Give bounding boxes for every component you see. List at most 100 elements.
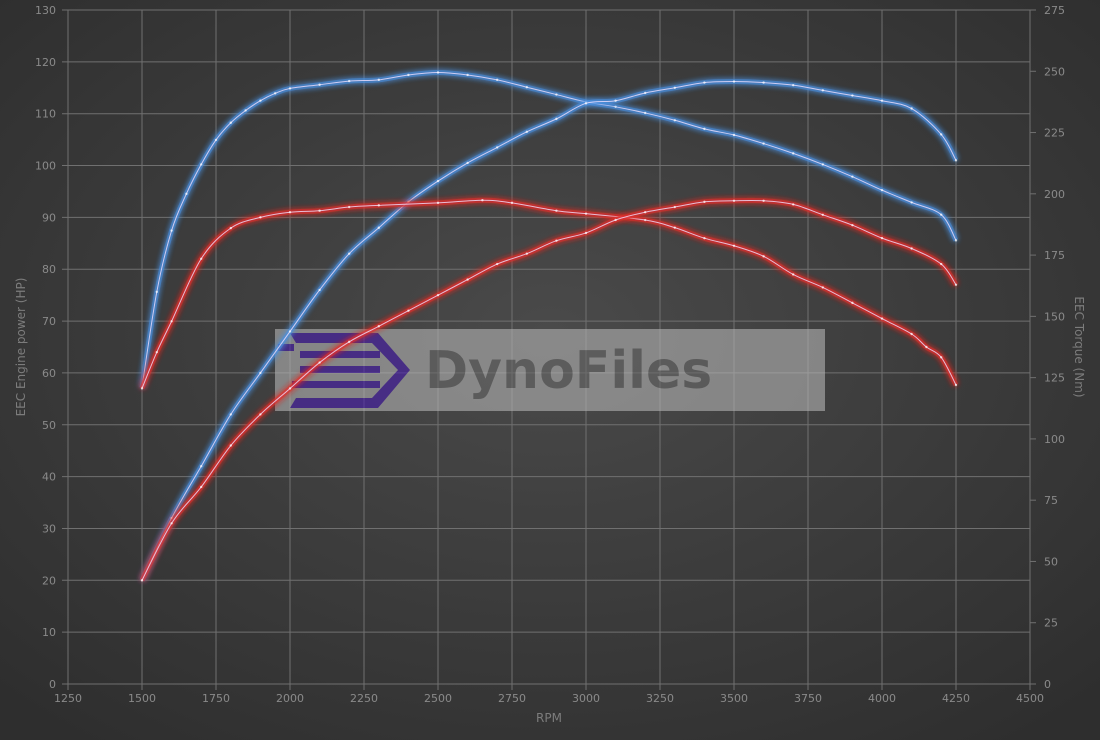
data-point <box>377 325 380 328</box>
data-point <box>436 71 440 74</box>
data-point <box>200 465 203 468</box>
y-right-tick-label: 100 <box>1044 433 1065 446</box>
data-point <box>155 290 158 294</box>
y-right-tick-label: 125 <box>1044 372 1065 385</box>
data-point <box>185 192 188 196</box>
x-tick-label: 2500 <box>424 692 452 705</box>
data-point <box>555 117 558 121</box>
data-point <box>792 203 795 206</box>
x-tick-label: 4500 <box>1016 692 1044 705</box>
data-point <box>259 216 262 219</box>
y-left-tick-label: 130 <box>35 4 56 17</box>
data-point <box>496 146 499 149</box>
data-point <box>762 81 765 84</box>
data-point <box>703 200 706 204</box>
data-point <box>614 99 617 102</box>
data-point <box>348 79 351 83</box>
series-line-torque-stock <box>141 199 957 389</box>
data-point <box>288 387 292 390</box>
data-point <box>466 278 469 281</box>
data-point <box>436 201 440 205</box>
y-left-tick-label: 90 <box>42 211 56 224</box>
data-point <box>555 239 558 242</box>
x-tick-label: 3750 <box>794 692 822 705</box>
data-point <box>200 257 203 260</box>
data-point <box>880 236 884 240</box>
data-point <box>229 121 232 124</box>
data-point <box>910 332 913 336</box>
data-point <box>525 86 528 89</box>
data-point <box>259 99 262 102</box>
data-point <box>940 213 943 216</box>
data-point <box>762 199 765 202</box>
watermark: DynoFiles <box>275 329 825 411</box>
data-point <box>954 239 958 242</box>
x-tick-label: 2750 <box>498 692 526 705</box>
y-left-tick-label: 30 <box>42 522 56 535</box>
data-point <box>229 413 232 416</box>
data-point <box>140 387 144 390</box>
data-point <box>318 288 321 292</box>
x-tick-label: 1250 <box>54 692 82 705</box>
data-point <box>214 138 218 142</box>
data-point <box>348 340 351 344</box>
data-point <box>880 99 884 102</box>
data-point <box>525 252 528 255</box>
x-tick-label: 3500 <box>720 692 748 705</box>
data-point <box>466 161 469 165</box>
y-left-tick-label: 20 <box>42 574 56 587</box>
data-point <box>584 102 588 105</box>
data-point <box>821 213 824 216</box>
data-point <box>244 109 247 112</box>
data-point <box>555 209 558 212</box>
data-point <box>170 229 173 232</box>
data-point <box>274 92 277 95</box>
data-point <box>318 83 321 86</box>
data-point <box>732 133 736 137</box>
x-tick-label: 1500 <box>128 692 156 705</box>
data-point <box>229 226 232 230</box>
data-point <box>155 350 158 354</box>
data-point <box>318 209 321 212</box>
data-point <box>288 211 292 214</box>
data-point <box>377 78 380 82</box>
y-right-tick-label: 225 <box>1044 127 1065 140</box>
data-point <box>940 356 943 359</box>
data-point <box>466 73 469 77</box>
y-right-tick-label: 0 <box>1044 678 1051 691</box>
y-left-tick-label: 100 <box>35 160 56 173</box>
data-point <box>644 211 647 214</box>
y-left-tick-label: 70 <box>42 315 56 328</box>
y-right-tick-label: 200 <box>1044 188 1065 201</box>
x-axis-label: RPM <box>536 711 562 725</box>
y-right-tick-label: 150 <box>1044 310 1065 323</box>
data-point <box>940 262 943 266</box>
y-right-tick-label: 25 <box>1044 617 1058 630</box>
y-left-tick-label: 80 <box>42 263 56 276</box>
data-point <box>910 107 913 110</box>
data-point <box>703 81 706 84</box>
data-point <box>940 133 943 136</box>
y-right-tick-label: 275 <box>1044 4 1065 17</box>
y-left-tick-label: 50 <box>42 419 56 432</box>
y-right-tick-label: 250 <box>1044 65 1065 78</box>
data-point <box>436 293 440 297</box>
data-point <box>318 361 321 364</box>
watermark-text: DynoFiles <box>425 341 712 401</box>
data-point <box>436 179 440 183</box>
x-tick-label: 4000 <box>868 692 896 705</box>
data-point <box>821 286 824 289</box>
data-point <box>584 212 588 215</box>
data-point <box>792 273 795 276</box>
data-point <box>200 485 203 489</box>
data-point <box>348 205 351 209</box>
data-point <box>851 175 854 178</box>
data-point <box>377 226 380 229</box>
data-point <box>880 317 884 320</box>
data-point <box>614 105 617 109</box>
data-point <box>703 236 706 240</box>
data-point <box>673 226 676 229</box>
data-point <box>407 73 410 77</box>
y-left-tick-label: 120 <box>35 56 56 69</box>
